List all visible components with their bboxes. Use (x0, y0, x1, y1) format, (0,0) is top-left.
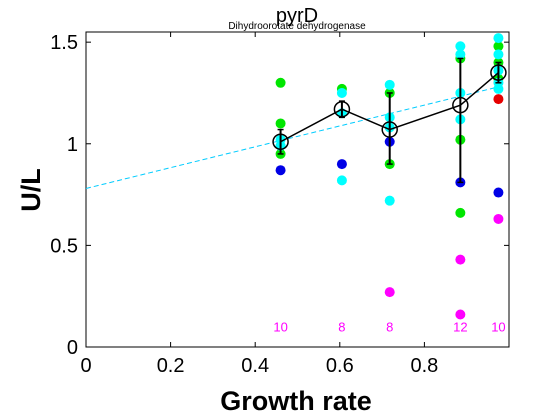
data-point-magenta (384, 287, 395, 298)
chart-title: pyrD (276, 5, 318, 27)
data-point-red (493, 94, 504, 105)
y-tick-label: 0 (67, 337, 78, 359)
data-point-cyan (455, 41, 466, 52)
mean-marker (490, 64, 507, 81)
data-point-cyan (336, 175, 347, 186)
data-point-green (493, 41, 504, 52)
x-tick-label: 0.8 (410, 355, 438, 377)
data-point-blue (336, 159, 347, 170)
count-label: 12 (453, 320, 467, 335)
count-label: 10 (273, 320, 287, 335)
data-point-green (275, 118, 286, 129)
plot-area: 0 0.2 0.4 0.6 0.8 0 0.5 1 1.5 10 8 8 12 10 (50, 31, 510, 377)
plot-frame (85, 31, 510, 348)
mean-marker (381, 121, 398, 138)
y-tick-label: 1 (67, 134, 78, 156)
y-tick-label: 1.5 (50, 32, 78, 54)
data-point-cyan (336, 87, 347, 98)
chart-subtitle: Dihydroorotate dehydrogenase (228, 21, 366, 32)
data-point-magenta (455, 309, 466, 320)
x-tick-label: 0.2 (157, 355, 185, 377)
y-axis-label: U/L (16, 168, 46, 212)
data-point-cyan (455, 49, 466, 60)
mean-marker (333, 100, 351, 118)
data-point-cyan (493, 33, 504, 44)
count-label: 10 (491, 320, 505, 335)
mean-marker (272, 133, 289, 150)
x-tick-label: 0.4 (241, 355, 269, 377)
count-label: 8 (386, 320, 393, 335)
data-point-blue (493, 187, 504, 198)
x-tick-label: 0.6 (326, 355, 354, 377)
data-point-green (275, 77, 286, 88)
data-point-cyan (493, 83, 504, 94)
x-tick-label: 0 (80, 355, 91, 377)
data-point-green (455, 207, 466, 218)
data-point-blue (275, 165, 286, 176)
data-point-cyan (384, 79, 395, 90)
data-point-cyan (384, 195, 395, 206)
fit-line (85, 86, 499, 189)
mean-marker (452, 96, 469, 114)
data-point-magenta (493, 213, 504, 224)
x-axis-label: Growth rate (220, 386, 372, 416)
count-label: 8 (338, 320, 345, 335)
data-point-magenta (455, 254, 466, 265)
y-tick-label: 0.5 (50, 235, 78, 257)
data-point-cyan (493, 49, 504, 60)
